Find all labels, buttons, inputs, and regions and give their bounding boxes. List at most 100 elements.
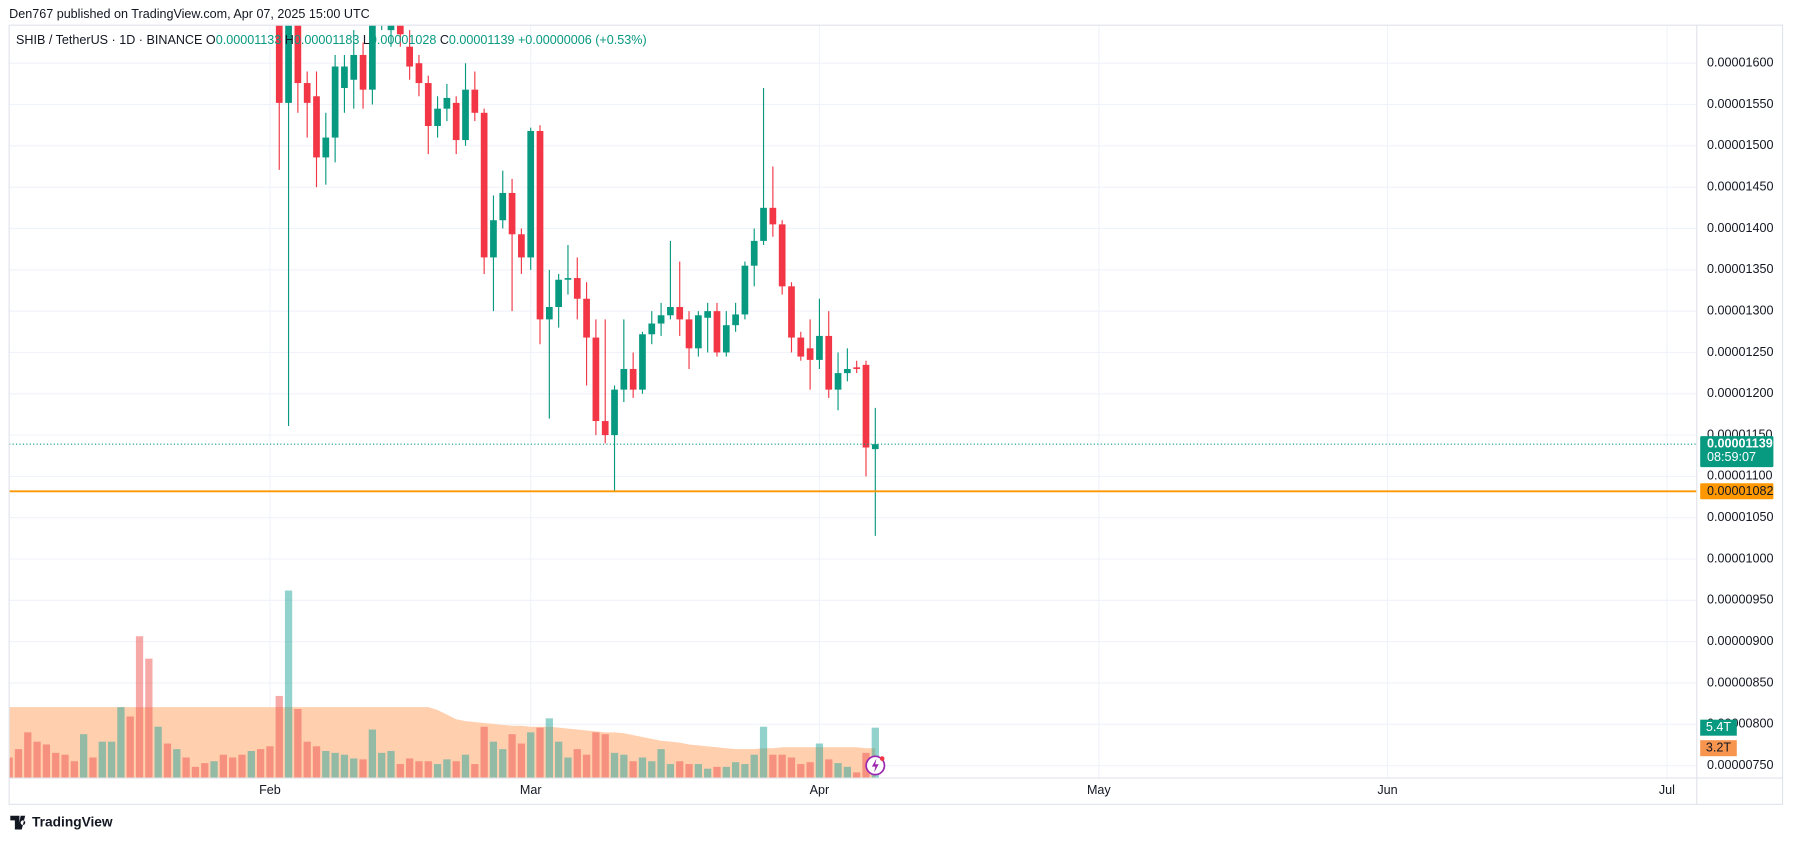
candle-body	[629, 368, 637, 390]
candle-body	[806, 348, 814, 360]
volume-bar	[42, 744, 51, 779]
y-tick-label: 0.00000850	[1707, 675, 1773, 689]
ohlc-key: H	[285, 34, 294, 48]
volume-bar	[70, 761, 78, 779]
candle-body	[350, 54, 358, 80]
volume-bar	[843, 766, 851, 779]
volume-bar	[350, 758, 358, 779]
volume-bar	[219, 754, 227, 779]
candle-body	[313, 96, 320, 158]
change: +0.00000006 (+0.53%)	[518, 34, 647, 48]
candle-body	[406, 46, 413, 67]
volume-bar	[443, 759, 451, 779]
candle-body	[704, 311, 712, 318]
candle-body	[387, 25, 395, 31]
y-tick-label: 0.00001100	[1707, 469, 1773, 483]
volume-bar	[741, 764, 749, 779]
volume-bar	[61, 754, 69, 779]
volume-bar	[797, 764, 805, 779]
x-tick-label: Jul	[1659, 783, 1675, 797]
candle-body	[871, 444, 879, 450]
candle-body	[620, 368, 628, 390]
candle-body	[536, 130, 544, 320]
x-tick-label: Jun	[1377, 783, 1397, 797]
alert-icon	[871, 758, 879, 773]
volume-bar	[536, 727, 544, 779]
candle-body	[844, 368, 851, 374]
y-tick-label: 0.00000750	[1707, 758, 1773, 772]
y-tick-label: 0.00001450	[1707, 180, 1773, 194]
volume-bar	[107, 741, 116, 779]
candle-body	[741, 265, 749, 315]
candle-body	[527, 130, 535, 258]
volume-bar	[9, 757, 13, 779]
volume-ma-label: 3.2T	[1706, 741, 1731, 755]
countdown: 08:59:07	[1707, 450, 1756, 464]
volume-bar	[508, 734, 516, 779]
y-tick-label: 0.00001550	[1707, 97, 1773, 111]
volume-bar	[815, 743, 824, 779]
volume-bar	[787, 757, 796, 779]
candle-body	[750, 240, 758, 266]
volume-ma-label-box	[1700, 740, 1737, 757]
candle-body	[769, 207, 777, 225]
volume-bar	[424, 761, 432, 779]
candle-body	[341, 66, 348, 89]
candle-body	[369, 25, 376, 90]
volume-bar	[378, 752, 386, 779]
alert-dot	[879, 756, 885, 761]
candle-body	[760, 207, 767, 241]
candle-body	[415, 63, 423, 84]
candle-body	[499, 192, 507, 221]
y-tick-label: 0.00001500	[1707, 138, 1773, 152]
candle-body	[573, 278, 581, 299]
volume-bar	[154, 726, 162, 779]
volume-bar	[592, 732, 600, 779]
volume-bar	[452, 761, 460, 779]
candle-body	[816, 335, 823, 360]
volume-bar	[433, 764, 442, 779]
ohlc-value: 0.00001028	[370, 34, 436, 48]
candle-body	[825, 335, 833, 390]
candle-body	[778, 224, 786, 287]
candle-body	[862, 364, 870, 448]
candle-body	[275, 25, 283, 103]
candle-body	[853, 367, 861, 369]
candle-body	[564, 278, 572, 280]
candle-body	[592, 337, 600, 422]
candle-body	[797, 337, 805, 357]
candle-body	[490, 220, 497, 258]
volume-bar	[555, 741, 563, 779]
last-price-box	[1700, 436, 1774, 468]
volume-bar	[461, 754, 470, 779]
volume-bar	[545, 718, 553, 779]
candle-body	[583, 298, 590, 338]
volume-bar	[471, 764, 479, 779]
volume-bar	[33, 741, 41, 779]
candle-body	[424, 83, 432, 127]
volume-bar	[610, 752, 619, 779]
volume-bar	[256, 749, 265, 779]
y-tick-label: 0.00001350	[1707, 262, 1773, 276]
volume-bar	[80, 734, 88, 779]
candle-body	[331, 66, 339, 138]
volume-bar	[238, 754, 246, 779]
volume-bar	[191, 766, 200, 779]
volume-bar	[294, 709, 302, 779]
volume-bar	[387, 750, 395, 779]
volume-bar	[527, 732, 535, 779]
x-tick-label: May	[1087, 783, 1111, 797]
y-tick-label: 0.00000900	[1707, 634, 1773, 648]
candle-body	[285, 25, 292, 103]
volume-bar	[676, 761, 684, 779]
candle-body	[722, 325, 730, 353]
footer-brand: TradingView	[32, 814, 113, 829]
volume-bar	[405, 758, 414, 779]
candle-body	[657, 315, 665, 324]
volume-bar	[284, 590, 293, 779]
volume-bar	[415, 761, 423, 779]
volume-bar	[24, 732, 32, 779]
y-tick-label: 0.00001200	[1707, 386, 1773, 400]
x-tick-label: Mar	[520, 783, 542, 797]
